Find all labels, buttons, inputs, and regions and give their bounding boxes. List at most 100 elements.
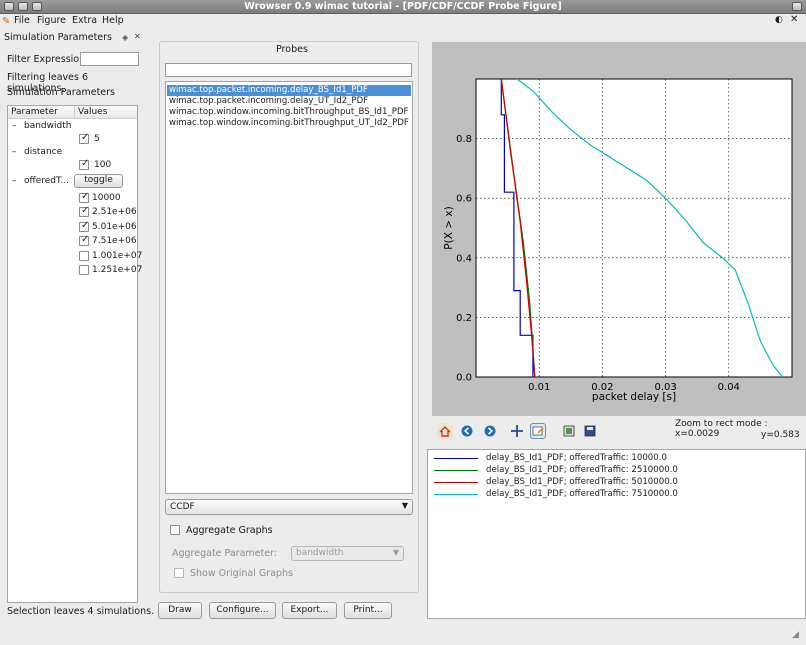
- legend-swatch: [434, 482, 478, 484]
- zoom-icon[interactable]: [530, 423, 546, 439]
- series-line: [500, 78, 536, 378]
- value-label: 5.01e+06: [92, 222, 137, 232]
- menu-extra[interactable]: Extra: [72, 15, 98, 26]
- resize-grip-icon[interactable]: ◢: [792, 630, 799, 640]
- value-label: 1.251e+07: [92, 265, 143, 275]
- value-checkbox-distance-100[interactable]: [79, 158, 89, 170]
- filter-expression-label: Filter Expression:: [7, 54, 89, 65]
- tree-expander-bandwidth[interactable]: –: [12, 121, 17, 131]
- toggle-button[interactable]: toggle: [74, 174, 123, 188]
- subplots-icon[interactable]: [561, 423, 577, 439]
- chevron-down-icon: ▼: [392, 548, 399, 557]
- home-icon[interactable]: [437, 423, 453, 439]
- tree-header-values[interactable]: Values: [74, 106, 137, 119]
- probe-item[interactable]: wimac.top.window.incoming.bitThroughput_…: [169, 118, 409, 128]
- print-button[interactable]: Print...: [344, 602, 392, 619]
- dock-close-icon[interactable]: ✕: [134, 32, 141, 41]
- y-tick-label: 0.2: [456, 313, 472, 324]
- value-label: 1.001e+07: [92, 251, 143, 261]
- value-label: 7.51e+06: [92, 236, 137, 246]
- window-title-bar: Wrowser 0.9 wimac tutorial - [PDF/CDF/CC…: [0, 0, 806, 14]
- plot-type-value: CCDF: [170, 502, 195, 512]
- series-line: [516, 78, 783, 378]
- aggregate-parameter-select[interactable]: bandwidth ▼: [291, 546, 404, 561]
- maximize-button[interactable]: [32, 2, 42, 11]
- plot-type-select[interactable]: CCDF ▼: [165, 499, 413, 515]
- pan-icon[interactable]: [509, 423, 525, 439]
- aggregate-graphs-label: Aggregate Graphs: [186, 525, 273, 536]
- probe-item[interactable]: wimac.top.window.incoming.bitThroughput_…: [169, 107, 409, 117]
- series-line: [500, 79, 534, 377]
- mdi-close-icon[interactable]: ✕: [790, 14, 799, 25]
- configure-button[interactable]: Configure...: [209, 602, 276, 619]
- legend-swatch: [434, 470, 478, 472]
- plot-area: [475, 78, 793, 378]
- left-splitter[interactable]: [147, 30, 151, 622]
- x-axis-label: packet delay [s]: [592, 391, 676, 403]
- close-window-button[interactable]: [792, 2, 802, 11]
- tree-expander-distance[interactable]: –: [12, 147, 17, 157]
- minimize-button[interactable]: [18, 2, 28, 11]
- export-button[interactable]: Export...: [282, 602, 337, 619]
- legend-label: delay_BS_Id1_PDF; offeredTraffic: 10000.…: [486, 453, 667, 463]
- x-tick-label: 0.04: [718, 382, 740, 393]
- value-checkbox[interactable]: [79, 251, 89, 261]
- aggregate-graphs-checkbox[interactable]: [170, 525, 180, 535]
- x-tick-label: 0.02: [591, 382, 613, 393]
- value-checkbox-bandwidth-5[interactable]: [79, 132, 89, 144]
- toolbar-status-line2: y=0.583: [761, 430, 800, 440]
- ccdf-chart[interactable]: 0.01 0.02 0.03 0.04 0.0 0.2 0.4 0.6 0.8 packet d…: [432, 42, 806, 416]
- probe-item[interactable]: wimac.top.packet.incoming.delay_UT_Id2_P…: [169, 96, 369, 106]
- simulation-parameters-label: Simulation Parameters: [7, 87, 115, 98]
- value-label-bandwidth-5: 5: [94, 134, 100, 144]
- show-original-graphs-checkbox[interactable]: [174, 568, 184, 578]
- grid-lines: [476, 79, 792, 377]
- probe-list[interactable]: wimac.top.packet.incoming.delay_BS_Id1_P…: [165, 81, 413, 494]
- param-name-bandwidth: bandwidth: [24, 121, 72, 131]
- probe-item[interactable]: wimac.top.packet.incoming.delay_BS_Id1_P…: [167, 85, 411, 96]
- forward-icon[interactable]: [482, 423, 498, 439]
- app-icon: ✎: [2, 16, 11, 27]
- y-tick-label: 0.8: [456, 134, 472, 145]
- filter-expression-input[interactable]: [80, 52, 139, 66]
- save-icon[interactable]: [582, 423, 598, 439]
- show-original-graphs-label: Show Original Graphs: [190, 568, 293, 579]
- menu-figure[interactable]: Figure: [37, 15, 67, 26]
- tree-expander-offered-traffic[interactable]: –: [12, 176, 17, 186]
- back-icon[interactable]: [459, 423, 475, 439]
- legend-swatch: [434, 458, 478, 460]
- legend-label: delay_BS_Id1_PDF; offeredTraffic: 751000…: [486, 489, 678, 499]
- parameter-tree[interactable]: Parameter Values – bandwidth 5 – distanc…: [7, 105, 142, 603]
- value-checkbox[interactable]: [79, 234, 89, 246]
- mdi-restore-icon[interactable]: ◐: [775, 15, 783, 25]
- dock-float-icon[interactable]: ◈: [122, 33, 129, 42]
- value-checkbox[interactable]: [79, 265, 89, 275]
- menu-bar: ✎ File Figure Extra Help ◐ ✕: [0, 14, 806, 29]
- x-tick-label: 0.01: [528, 382, 550, 393]
- value-label: 10000: [92, 193, 121, 203]
- simulation-parameters-dock: Simulation Parameters ◈ ✕ Filter Express…: [0, 30, 146, 622]
- dock-title: Simulation Parameters: [4, 32, 112, 43]
- value-checkbox[interactable]: [79, 220, 89, 232]
- y-tick-label: 0.6: [456, 194, 472, 205]
- menu-file[interactable]: File: [14, 15, 30, 26]
- draw-button[interactable]: Draw: [158, 602, 202, 619]
- probes-group: [159, 41, 419, 593]
- toolbar-status-line1: Zoom to rect mode : x=0.0029: [675, 419, 768, 439]
- menu-help[interactable]: Help: [102, 15, 124, 26]
- probe-filter-input[interactable]: [165, 63, 412, 77]
- window-title: Wrowser 0.9 wimac tutorial - [PDF/CDF/CC…: [244, 1, 562, 12]
- axis-ticks: 0.01 0.02 0.03 0.04 0.0 0.2 0.4 0.6 0.8: [456, 134, 740, 393]
- legend-label: delay_BS_Id1_PDF; offeredTraffic: 501000…: [486, 477, 678, 487]
- value-label-distance-100: 100: [94, 160, 112, 170]
- window-menu-button[interactable]: [4, 2, 14, 11]
- value-checkbox[interactable]: [79, 205, 89, 217]
- x-tick-label: 0.03: [654, 382, 676, 393]
- param-name-distance: distance: [24, 147, 63, 157]
- series-lines: [500, 78, 783, 378]
- y-tick-label: 0.4: [456, 253, 472, 264]
- value-checkbox[interactable]: [79, 191, 89, 203]
- tree-header-parameter[interactable]: Parameter: [8, 106, 74, 119]
- legend-swatch: [434, 494, 478, 496]
- legend-list[interactable]: delay_BS_Id1_PDF; offeredTraffic: 10000.…: [427, 449, 806, 619]
